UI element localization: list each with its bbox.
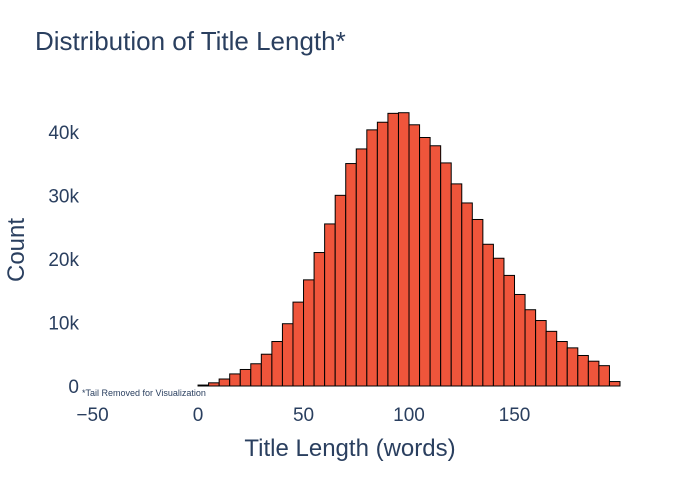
histogram-bar: [366, 129, 378, 387]
y-tick-label: 10k: [48, 313, 79, 334]
histogram-bar: [535, 320, 547, 387]
x-axis-ticks: −50 0 50 100 150: [76, 405, 530, 426]
histogram-bar: [376, 121, 389, 387]
histogram-bar: [260, 353, 273, 387]
histogram-bar: [440, 162, 452, 387]
histogram-bar: [387, 112, 399, 387]
x-tick-label: −50: [76, 405, 108, 426]
histogram-bar: [514, 293, 526, 387]
histogram-bar: [492, 257, 505, 387]
histogram-bar: [239, 368, 252, 387]
histogram-bar: [419, 137, 431, 387]
histogram-bar: [250, 363, 262, 387]
chart-title: Distribution of Title Length*: [35, 26, 346, 56]
x-tick-label: 150: [499, 405, 531, 426]
y-tick-label: 30k: [48, 186, 79, 207]
histogram-bar: [303, 279, 315, 387]
histogram-bar: [345, 163, 357, 387]
histogram-bar: [208, 382, 220, 387]
histogram-bar: [524, 309, 537, 387]
histogram-bar: [229, 373, 241, 387]
histogram-bar: [450, 183, 463, 387]
histogram-bar: [281, 323, 294, 387]
histogram-bar: [397, 112, 410, 387]
y-axis-ticks: 0 10k 20k 30k 40k: [48, 123, 79, 398]
histogram-bar: [608, 381, 621, 387]
x-tick-label: 50: [293, 405, 314, 426]
histogram-bar: [313, 252, 326, 387]
histogram-bar: [324, 223, 336, 387]
histogram-bar: [482, 243, 494, 387]
y-tick-label: 40k: [48, 123, 79, 144]
histogram-bar: [408, 124, 421, 387]
bars-group: [197, 112, 621, 387]
histogram-bar: [271, 341, 283, 387]
histogram-bar: [334, 194, 347, 387]
histogram-bar: [461, 202, 473, 387]
histogram-bar: [566, 347, 579, 387]
tail-note: *Tail Removed for Visualization: [82, 388, 206, 398]
x-axis-title: Title Length (words): [244, 435, 455, 462]
histogram-bar: [503, 274, 516, 387]
y-tick-label: 20k: [48, 250, 79, 271]
histogram-bar: [471, 218, 484, 387]
histogram-bar: [355, 148, 368, 387]
histogram-bar: [587, 360, 600, 387]
histogram-bar: [292, 301, 305, 387]
histogram-bar: [218, 378, 231, 387]
x-tick-label: 100: [393, 405, 425, 426]
histogram-bar: [598, 365, 610, 387]
histogram-bar: [197, 384, 210, 387]
histogram-bar: [545, 330, 558, 387]
y-axis-title: Count: [3, 218, 30, 282]
histogram-bar: [577, 354, 589, 387]
histogram-bar: [429, 145, 442, 387]
histogram-bar: [556, 341, 568, 387]
x-tick-label: 0: [193, 405, 204, 426]
y-tick-label: 0: [68, 377, 79, 398]
